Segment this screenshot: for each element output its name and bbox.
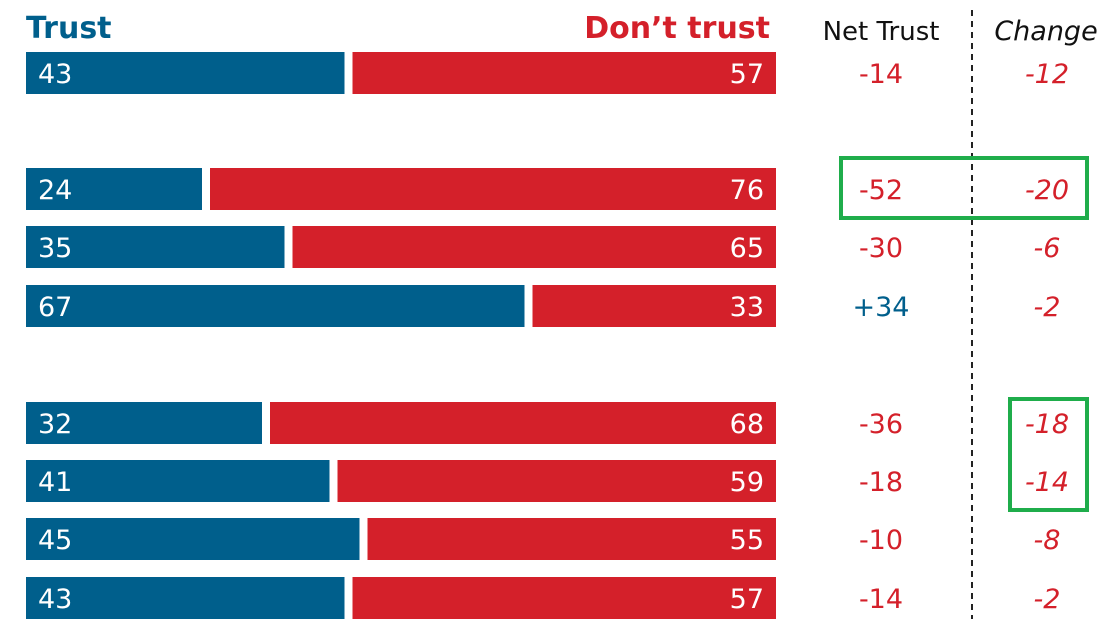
trust-value-label: 45: [38, 525, 72, 556]
net-trust-value: -18: [859, 467, 903, 498]
dont-trust-value-label: 65: [730, 233, 764, 264]
net-trust-header: Net Trust: [823, 17, 940, 47]
dont-trust-bar: [292, 226, 776, 268]
dont-trust-value-label: 55: [730, 525, 764, 556]
dont-trust-value-label: 33: [730, 292, 764, 323]
trust-bar: [26, 226, 285, 268]
dont-trust-bar: [210, 168, 776, 210]
trust-value-label: 67: [38, 292, 72, 323]
dont-trust-value-label: 59: [730, 467, 764, 498]
trust-bar: [26, 518, 360, 560]
trust-value-label: 43: [38, 59, 72, 90]
dont-trust-header: Don’t trust: [584, 11, 770, 46]
change-value: -20: [1025, 175, 1069, 206]
change-value: -18: [1025, 409, 1069, 440]
dont-trust-bar: [532, 285, 776, 327]
trust-value-label: 41: [38, 467, 72, 498]
trust-bar: [26, 285, 525, 327]
change-value: -8: [1034, 525, 1061, 556]
dont-trust-bar: [270, 402, 776, 444]
trust-header: Trust: [26, 11, 112, 46]
trust-bar: [26, 460, 330, 502]
change-value: -14: [1025, 467, 1069, 498]
change-value: -6: [1034, 233, 1061, 264]
change-value: -2: [1034, 292, 1061, 323]
net-trust-value: -30: [859, 233, 903, 264]
dont-trust-value-label: 57: [730, 59, 764, 90]
trust-bar: [26, 168, 202, 210]
change-value: -12: [1025, 59, 1069, 90]
chart-rows: 43 57 -14 -12 24 76 -52 -20 35 65 -30 -6 67 33 +34 -2 32…: [26, 52, 1089, 619]
highlight-box-row-2: [839, 156, 1089, 220]
trust-bar: [26, 577, 345, 619]
trust-bar: [26, 52, 345, 94]
trust-bar: [26, 402, 262, 444]
trust-value-label: 32: [38, 409, 72, 440]
trust-value-label: 24: [38, 175, 72, 206]
net-trust-value: -10: [859, 525, 903, 556]
trust-value-label: 43: [38, 584, 72, 615]
dont-trust-value-label: 68: [730, 409, 764, 440]
dont-trust-bar: [352, 52, 776, 94]
dont-trust-bar: [367, 518, 776, 560]
change-header: Change: [994, 16, 1097, 47]
highlight-box-change: [1008, 397, 1089, 512]
dont-trust-value-label: 76: [730, 175, 764, 206]
trust-value-label: 35: [38, 233, 72, 264]
net-trust-value: -52: [859, 175, 903, 206]
dont-trust-bar: [337, 460, 776, 502]
net-trust-value: +34: [853, 292, 910, 323]
net-trust-value: -36: [859, 409, 903, 440]
dont-trust-value-label: 57: [730, 584, 764, 615]
net-trust-value: -14: [859, 59, 903, 90]
change-value: -2: [1034, 584, 1061, 615]
net-trust-value: -14: [859, 584, 903, 615]
dont-trust-bar: [352, 577, 776, 619]
